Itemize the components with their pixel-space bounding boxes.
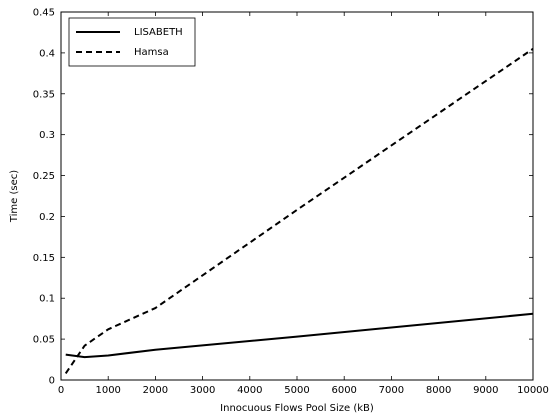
x-tick-label: 7000 — [379, 385, 404, 396]
y-tick-label: 0.2 — [39, 212, 55, 223]
plot-area — [66, 49, 533, 374]
x-tick-label: 2000 — [143, 385, 168, 396]
y-tick-label: 0.35 — [33, 89, 55, 100]
y-tick-label: 0.45 — [33, 8, 55, 19]
axis-ticks — [61, 12, 533, 380]
legend-label-hamsa: Hamsa — [134, 47, 169, 58]
x-tick-label: 5000 — [284, 385, 309, 396]
series-line-lisabeth — [66, 314, 533, 357]
y-tick-label: 0.25 — [33, 171, 55, 182]
plot-frame — [61, 12, 533, 380]
series-line-hamsa — [66, 49, 533, 374]
y-tick-label: 0.05 — [33, 335, 55, 346]
x-axis-label: Innocuous Flows Pool Size (kB) — [220, 403, 374, 414]
x-tick-label: 6000 — [331, 385, 356, 396]
x-tick-label: 0 — [58, 385, 64, 396]
y-tick-label: 0.3 — [39, 130, 55, 141]
y-tick-label: 0 — [49, 376, 55, 387]
y-axis-label: Time (sec) — [9, 170, 20, 223]
legend: LISABETH Hamsa — [69, 18, 195, 66]
x-tick-label: 8000 — [426, 385, 451, 396]
x-tick-label: 10000 — [517, 385, 549, 396]
x-tick-label: 3000 — [190, 385, 215, 396]
y-tick-label: 0.1 — [39, 294, 55, 305]
y-tick-label: 0.15 — [33, 253, 55, 264]
x-tick-label: 4000 — [237, 385, 262, 396]
y-tick-label: 0.4 — [39, 48, 55, 59]
legend-label-lisabeth: LISABETH — [134, 27, 183, 38]
x-tick-label: 9000 — [473, 385, 498, 396]
legend-box — [69, 18, 195, 66]
x-tick-label: 1000 — [95, 385, 120, 396]
